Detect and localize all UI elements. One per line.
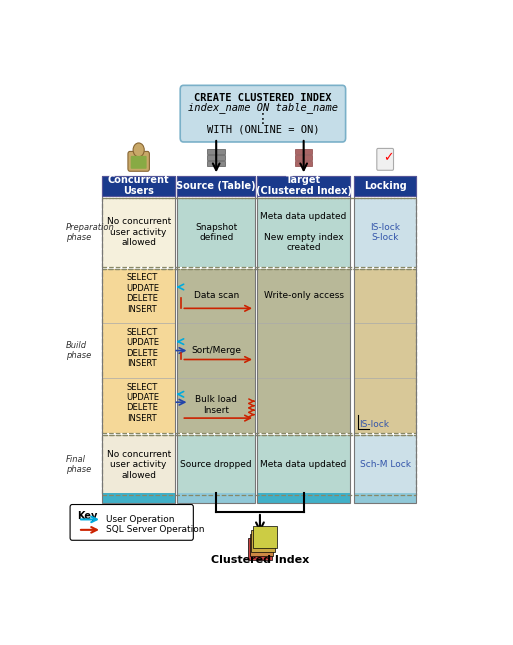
Text: Bulk load
Insert: Bulk load Insert: [195, 395, 237, 415]
Text: ✓: ✓: [383, 152, 393, 164]
Text: Preparation
phase: Preparation phase: [66, 223, 115, 242]
Text: ⋮: ⋮: [256, 112, 270, 126]
Bar: [102, 435, 416, 495]
Bar: [102, 175, 175, 195]
FancyBboxPatch shape: [131, 156, 147, 169]
Bar: [102, 493, 175, 503]
FancyBboxPatch shape: [180, 85, 346, 142]
FancyBboxPatch shape: [70, 504, 193, 541]
Bar: [207, 161, 225, 166]
Bar: [295, 155, 312, 160]
Text: SELECT
UPDATE
DELETE
INSERT: SELECT UPDATE DELETE INSERT: [126, 382, 159, 423]
Bar: [295, 161, 312, 166]
Text: Sch-M Lock: Sch-M Lock: [360, 461, 411, 470]
Bar: [177, 268, 255, 433]
Text: SQL Server Operation: SQL Server Operation: [106, 525, 204, 534]
Bar: [354, 197, 416, 267]
Bar: [354, 175, 416, 195]
Bar: [354, 175, 416, 503]
Bar: [177, 175, 255, 503]
Bar: [250, 534, 273, 556]
Text: index_name ON table_name: index_name ON table_name: [188, 103, 338, 114]
Text: SELECT
UPDATE
DELETE
INSERT: SELECT UPDATE DELETE INSERT: [126, 273, 159, 313]
Text: Meta data updated: Meta data updated: [261, 461, 347, 470]
Text: Clustered Index: Clustered Index: [211, 555, 309, 565]
Text: IS-lock: IS-lock: [359, 419, 389, 428]
Text: Sort/Merge: Sort/Merge: [191, 346, 241, 355]
Text: No concurrent
user activity
allowed: No concurrent user activity allowed: [107, 217, 171, 247]
Bar: [257, 493, 350, 503]
Text: Snapshot
defined: Snapshot defined: [195, 223, 238, 242]
Text: No concurrent
user activity
allowed: No concurrent user activity allowed: [107, 450, 171, 480]
Text: Write-only access: Write-only access: [264, 292, 344, 301]
Text: Target
(Clustered Index): Target (Clustered Index): [255, 175, 352, 197]
Text: Build
phase: Build phase: [66, 341, 91, 361]
Bar: [257, 197, 350, 267]
Bar: [257, 435, 350, 495]
Bar: [102, 435, 175, 495]
Bar: [177, 493, 255, 503]
Text: Meta data updated

New empty index
created: Meta data updated New empty index create…: [261, 212, 347, 252]
Bar: [102, 175, 175, 503]
Bar: [207, 155, 225, 160]
Text: User Operation: User Operation: [106, 515, 174, 524]
Bar: [177, 175, 255, 195]
Text: Final
phase: Final phase: [66, 455, 91, 475]
FancyBboxPatch shape: [377, 148, 393, 170]
Bar: [248, 538, 272, 560]
Text: Data scan: Data scan: [193, 292, 239, 301]
Bar: [257, 268, 350, 433]
Bar: [102, 197, 175, 267]
Text: Concurrent
Users: Concurrent Users: [108, 175, 169, 197]
Bar: [102, 268, 416, 433]
Text: IS-lock
S-lock: IS-lock S-lock: [370, 223, 400, 242]
Bar: [257, 175, 350, 503]
Bar: [207, 150, 225, 154]
Text: Source (Table): Source (Table): [176, 181, 256, 191]
Text: Locking: Locking: [364, 181, 406, 191]
Text: WITH (ONLINE = ON): WITH (ONLINE = ON): [207, 124, 319, 134]
Circle shape: [133, 143, 144, 157]
Bar: [354, 268, 416, 433]
Text: CREATE CLUSTERED INDEX: CREATE CLUSTERED INDEX: [194, 93, 332, 103]
Bar: [102, 197, 416, 267]
Bar: [177, 435, 255, 495]
Bar: [253, 526, 277, 548]
Text: Key: Key: [77, 511, 97, 521]
Text: SELECT
UPDATE
DELETE
INSERT: SELECT UPDATE DELETE INSERT: [126, 328, 159, 368]
Bar: [354, 435, 416, 495]
Bar: [102, 268, 175, 433]
Bar: [354, 493, 416, 503]
Bar: [251, 530, 275, 552]
Text: Source dropped: Source dropped: [181, 461, 252, 470]
Bar: [177, 197, 255, 267]
FancyBboxPatch shape: [128, 152, 149, 172]
Bar: [295, 150, 312, 154]
Bar: [257, 175, 350, 195]
